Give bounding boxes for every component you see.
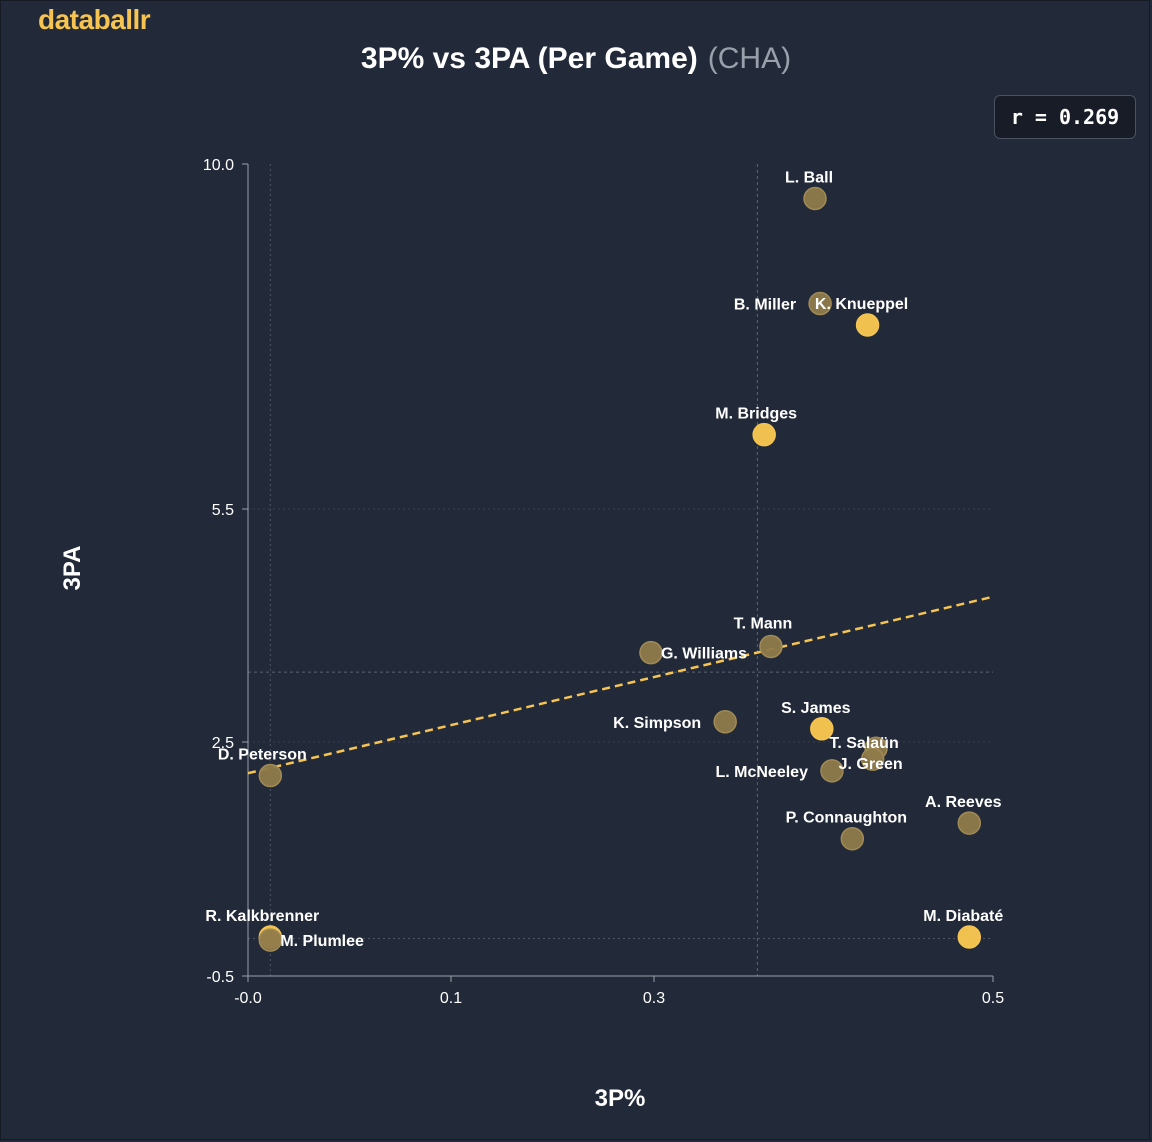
point-label: M. Diabaté [923, 908, 1003, 925]
data-point [810, 717, 834, 741]
point-label: T. Salaün [829, 735, 898, 752]
grid-lines [248, 164, 993, 976]
data-point [957, 925, 982, 949]
point-label: K. Knueppel [815, 296, 908, 313]
chart-title: 3P% vs 3PA (Per Game) (CHA) [0, 42, 1152, 76]
trendline [247, 595, 994, 775]
data-point [820, 759, 844, 783]
y-tick-label: 10.0 [203, 157, 234, 174]
point-label: L. McNeeley [715, 764, 808, 781]
trendline-group [247, 595, 994, 775]
x-tick-label: 0.5 [982, 990, 1004, 1007]
x-axis-label: 3P% [595, 1085, 646, 1112]
point-label: M. Plumlee [280, 933, 364, 950]
point-label: M. Bridges [715, 406, 797, 423]
y-tick-label: -0.5 [206, 969, 234, 986]
data-point [258, 763, 283, 788]
correlation-badge: r = 0.269 [994, 95, 1136, 139]
chart-title-text: 3P% vs 3PA (Per Game) [360, 42, 698, 75]
data-point [803, 186, 827, 211]
point-label: J. Green [839, 756, 903, 773]
brand-logo[interactable]: databallr [38, 4, 151, 35]
point-label: L. Ball [785, 170, 833, 187]
data-point [759, 634, 783, 659]
data-point [808, 291, 832, 316]
x-tick-label: -0.0 [234, 990, 262, 1007]
point-label: K. Simpson [613, 715, 701, 732]
point-label: R. Kalkbrenner [205, 908, 319, 925]
axes: 10.0 5.5 2.5 -0.5-0.0 0.1 0.3 0.5 [203, 157, 1004, 1007]
point-label: G. Williams [661, 646, 747, 663]
data-point [639, 640, 663, 665]
data-point [855, 313, 880, 337]
y-tick-label: 5.5 [212, 502, 234, 519]
point-label: B. Miller [734, 297, 796, 314]
x-tick-label: 0.1 [440, 990, 462, 1007]
point-label: D. Peterson [218, 747, 307, 764]
y-axis-label: 3PA [59, 546, 86, 591]
x-tick-label: 0.3 [643, 990, 665, 1007]
team-code: (CHA) [707, 42, 792, 75]
point-label: P. Connaughton [786, 810, 907, 827]
data-point [752, 422, 776, 447]
points-group [258, 186, 982, 952]
data-point [860, 747, 885, 771]
point-label: S. James [781, 700, 850, 717]
point-label: T. Mann [734, 615, 793, 632]
data-point [713, 710, 737, 734]
data-point [258, 928, 283, 952]
labels-group: L. Ball B. Miller K. Knueppel M. Bridges T. … [205, 170, 1003, 951]
data-point [840, 826, 865, 851]
point-label: A. Reeves [925, 794, 1002, 811]
y-tick-label: 2.5 [212, 735, 234, 752]
data-point [957, 811, 982, 835]
